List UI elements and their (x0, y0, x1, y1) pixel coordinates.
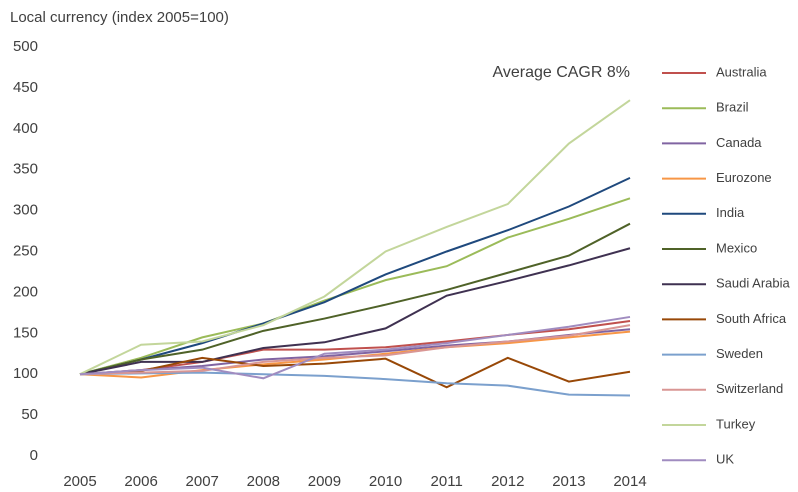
series-line (79, 324, 631, 376)
x-tick-label: 2007 (186, 473, 219, 490)
x-tick-label: 2011 (431, 473, 463, 490)
y-tick-label: 200 (13, 283, 38, 300)
legend-label: India (716, 205, 745, 220)
series-line (79, 247, 631, 376)
y-tick-label: 150 (13, 324, 38, 341)
series-line (79, 197, 631, 376)
y-tick-label: 450 (13, 79, 38, 96)
x-tick-label: 2005 (63, 473, 96, 490)
x-tick-label: 2013 (552, 473, 585, 490)
y-tick-label: 500 (13, 38, 38, 55)
series-line (79, 99, 631, 376)
y-tick-label: 300 (13, 202, 38, 219)
legend-label: Sweden (716, 346, 763, 361)
chart-title: Local currency (index 2005=100) (10, 9, 229, 26)
x-tick-label: 2006 (124, 473, 157, 490)
legend-label: South Africa (716, 311, 787, 326)
series-line (79, 315, 631, 380)
legend-label: Turkey (716, 416, 756, 431)
y-tick-label: 100 (13, 365, 38, 382)
x-tick-label: 2008 (247, 473, 280, 490)
series-line (79, 371, 631, 397)
y-tick-label: 400 (13, 120, 38, 137)
series-line (79, 222, 631, 376)
x-tick-label: 2009 (308, 473, 341, 490)
x-tick-label: 2012 (491, 473, 524, 490)
annotation: Average CAGR 8% (492, 64, 630, 81)
y-tick-label: 250 (13, 242, 38, 259)
legend-label: Brazil (716, 100, 749, 115)
x-tick-label: 2014 (613, 473, 646, 490)
x-tick-label: 2010 (369, 473, 402, 490)
y-tick-label: 50 (21, 406, 38, 423)
legend-label: Australia (716, 64, 767, 79)
legend-label: Canada (716, 135, 762, 150)
series-line (79, 320, 631, 376)
y-tick-label: 350 (13, 161, 38, 178)
legend-label: Eurozone (716, 170, 772, 185)
legend-label: Mexico (716, 240, 757, 255)
y-tick-label: 0 (30, 447, 38, 464)
series-line (79, 356, 631, 389)
legend-label: UK (716, 452, 734, 467)
legend-label: Saudi Arabia (716, 276, 790, 291)
legend-label: Switzerland (716, 381, 783, 396)
series-line (79, 176, 631, 376)
